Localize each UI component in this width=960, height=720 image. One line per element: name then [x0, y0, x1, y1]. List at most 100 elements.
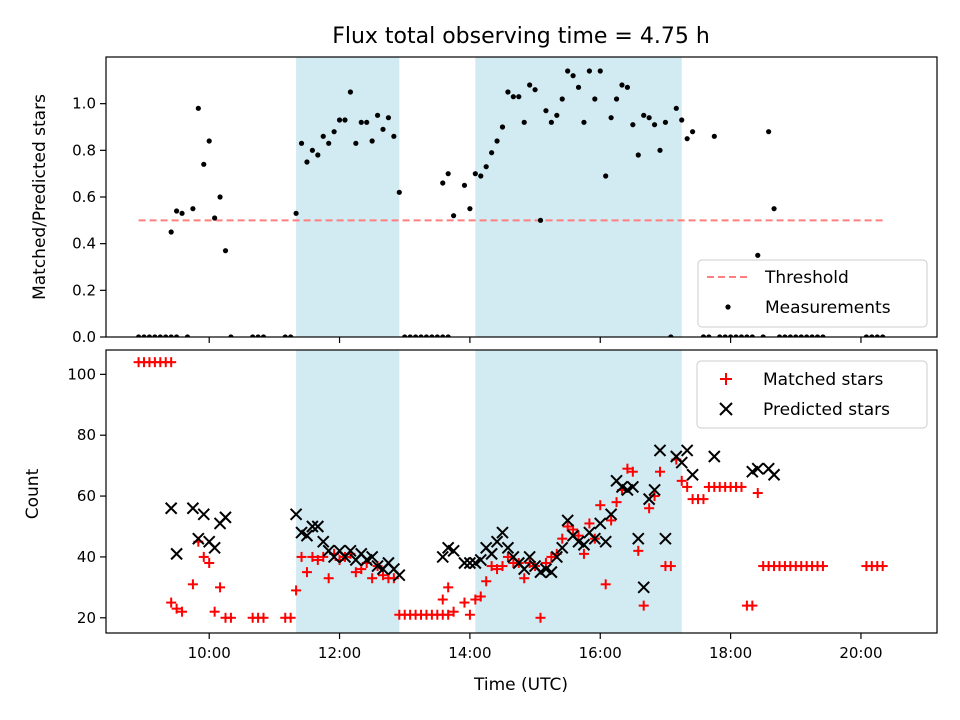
predicted-point	[490, 535, 504, 548]
y-tick-label: 0.8	[72, 141, 96, 159]
shaded-interval	[296, 57, 400, 337]
matched-point	[562, 521, 573, 532]
measurement-point	[347, 89, 354, 95]
measurement-point	[728, 334, 734, 337]
matched-point	[627, 466, 638, 477]
y-tick-label: 100	[67, 365, 96, 383]
predicted-point	[588, 532, 602, 545]
predicted-point	[463, 556, 477, 570]
matched-point	[638, 600, 649, 611]
x-tick-label: 10:00	[188, 644, 231, 662]
measurement-point	[548, 119, 554, 125]
measurement-point	[364, 119, 370, 125]
measurement-point	[630, 122, 636, 128]
bottom-y-axis-label: Count	[23, 468, 43, 519]
measurement-point	[776, 334, 783, 337]
measurement-point	[733, 334, 739, 337]
matched-point	[595, 500, 606, 511]
measurement-point	[527, 82, 533, 88]
measurement-point	[668, 334, 674, 337]
matched-point	[665, 561, 676, 572]
matched-point	[600, 579, 611, 590]
predicted-point	[518, 562, 531, 576]
measurement-point	[174, 208, 180, 214]
measurement-point	[228, 334, 234, 337]
measurement-point	[146, 334, 153, 337]
measurement-point	[744, 334, 750, 337]
predicted-point	[767, 468, 781, 481]
measurement-point	[575, 84, 582, 90]
measurement-point	[565, 68, 571, 74]
predicted-point	[577, 538, 591, 551]
predicted-point	[311, 520, 325, 533]
measurement-point	[260, 334, 267, 337]
y-tick-label: 20	[77, 609, 96, 627]
legend-measurements-label: Measurements	[765, 298, 891, 318]
shaded-interval	[475, 350, 682, 633]
top-y-axis-label: Matched/Predicted stars	[30, 94, 50, 300]
measurement-point	[201, 161, 207, 167]
matched-point	[736, 481, 747, 492]
measurement-point	[869, 334, 875, 337]
measurement-point	[814, 334, 821, 337]
measurement-point	[738, 334, 745, 337]
matched-point	[437, 594, 448, 605]
predicted-point	[653, 444, 667, 457]
measurement-point	[418, 334, 424, 337]
matched-point	[187, 579, 198, 590]
matched-point	[578, 548, 589, 559]
predicted-point	[708, 450, 721, 463]
measurement-point	[499, 124, 506, 130]
measurement-point	[293, 210, 299, 216]
predicted-point	[186, 502, 200, 515]
predicted-point	[300, 529, 314, 542]
measurement-point	[771, 206, 777, 212]
measurement-point	[635, 152, 641, 158]
measurement-point	[250, 334, 256, 337]
matched-point	[166, 357, 177, 368]
measurement-point	[570, 73, 576, 79]
predicted-point	[642, 492, 656, 506]
matched-point	[198, 551, 209, 562]
predicted-point	[751, 462, 764, 475]
measurement-point	[374, 112, 381, 118]
matched-point	[443, 609, 454, 620]
matched-point	[470, 594, 481, 605]
matched-point	[350, 567, 361, 578]
matched-point	[307, 551, 318, 562]
matched-point	[225, 612, 236, 623]
matched-point	[519, 573, 530, 584]
measurement-point	[174, 334, 180, 337]
measurement-point	[766, 129, 772, 135]
matched-point	[296, 551, 307, 562]
measurement-point	[793, 334, 799, 337]
shaded-interval	[475, 57, 682, 337]
y-tick-label: 60	[77, 487, 96, 505]
predicted-point	[686, 468, 699, 481]
measurement-point	[320, 133, 326, 139]
x-tick-label: 16:00	[579, 644, 622, 662]
measurement-point	[163, 334, 169, 337]
matched-point	[497, 561, 508, 572]
matched-point	[486, 561, 497, 572]
measurement-point	[613, 96, 620, 102]
measurement-point	[184, 334, 191, 337]
measurement-point	[434, 334, 440, 337]
measurement-point	[804, 334, 810, 337]
predicted-point	[545, 565, 558, 579]
predicted-point	[197, 508, 210, 521]
measurement-point	[717, 334, 723, 337]
matched-point	[312, 554, 323, 565]
matched-point	[535, 612, 546, 623]
measurement-point	[603, 173, 609, 179]
shaded-interval	[296, 350, 400, 633]
matched-point	[682, 481, 693, 492]
x-tick-label: 18:00	[709, 644, 752, 662]
matched-point	[443, 582, 454, 593]
matched-point	[166, 597, 177, 608]
y-tick-label: 40	[77, 548, 96, 566]
measurement-point	[429, 334, 435, 337]
predicted-point	[659, 532, 672, 545]
measurement-point	[206, 138, 212, 144]
measurement-point	[315, 152, 321, 158]
